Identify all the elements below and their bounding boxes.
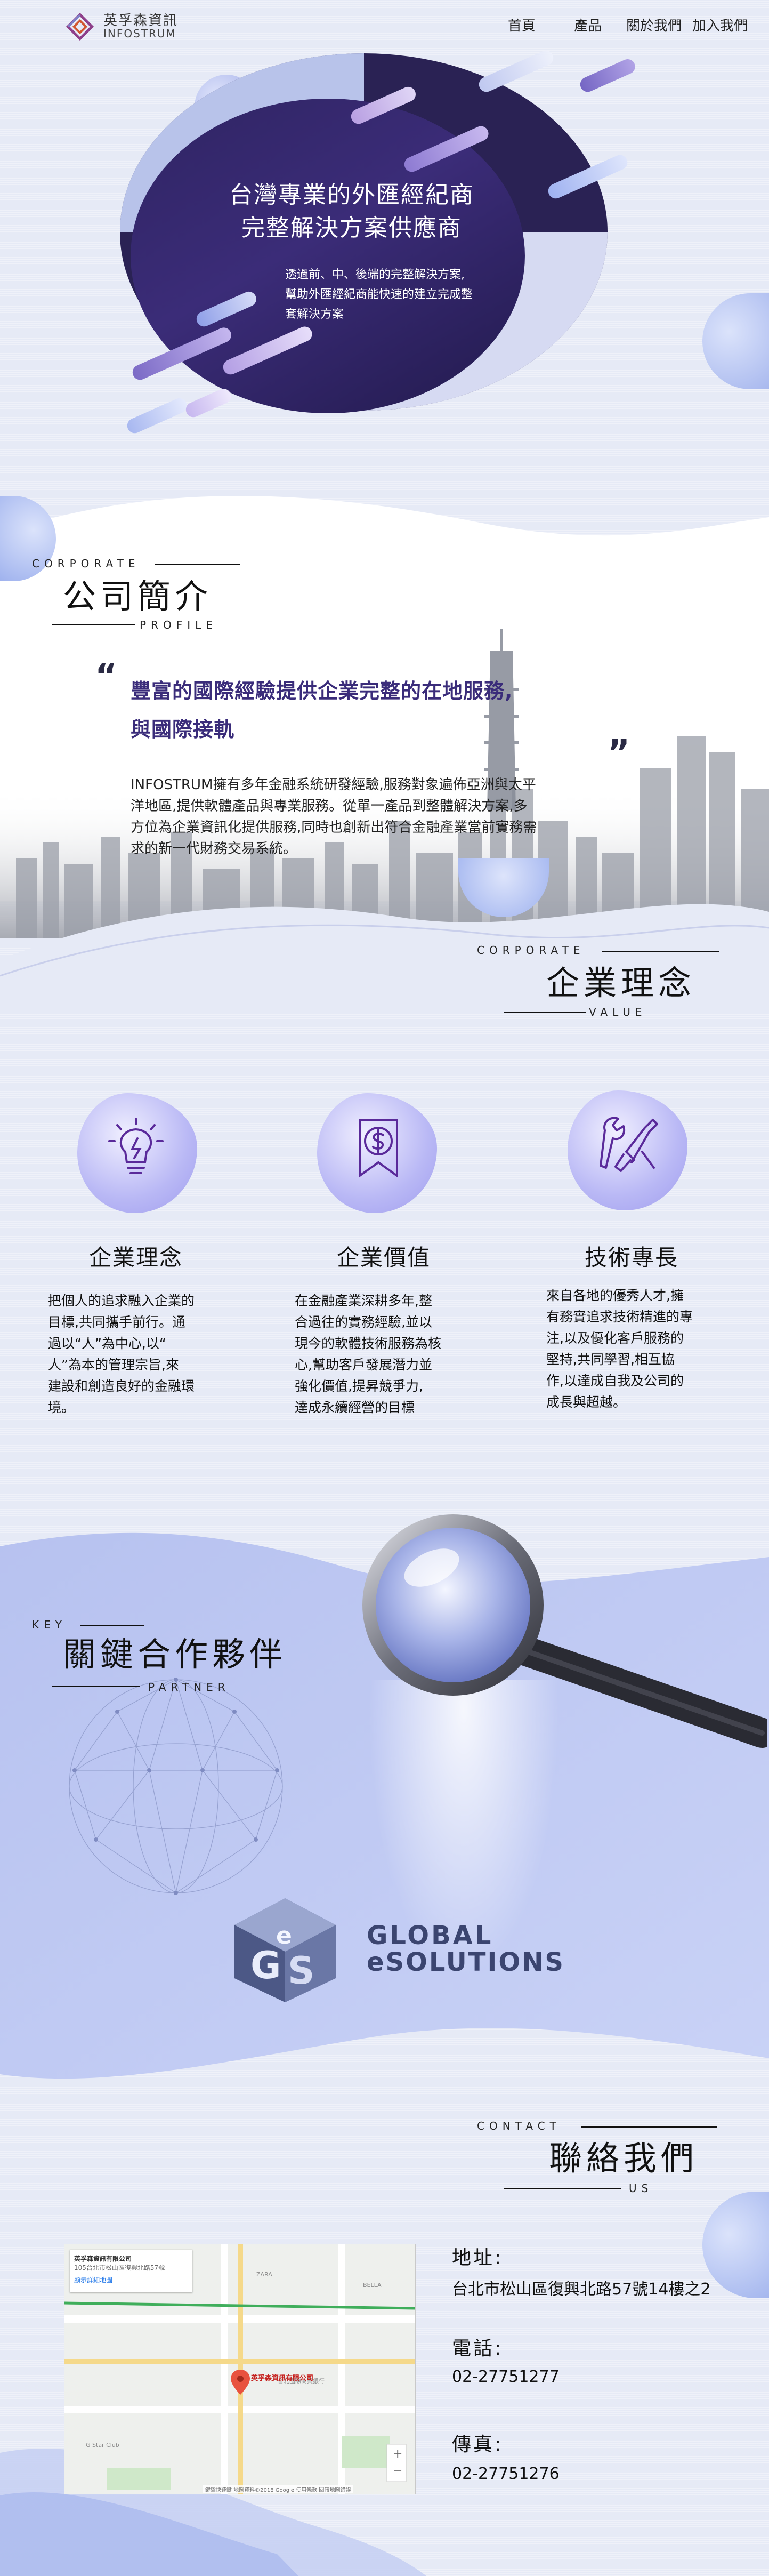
partner-rule	[52, 1686, 140, 1687]
hero-streak	[183, 386, 233, 420]
quote-open: “	[95, 657, 118, 696]
location-map[interactable]: ZARA BELLA 台北國際商業銀行 G Star Club + − 英孚森資…	[64, 2244, 416, 2494]
contact-rule	[504, 2188, 621, 2189]
value-card-title: 技術專長	[584, 1245, 678, 1271]
partner-logo-text-2: eSOLUTIONS	[367, 1947, 565, 1977]
value-card-icon-bg	[317, 1093, 437, 1213]
value-rule	[504, 1012, 586, 1013]
profile-rule	[52, 624, 135, 625]
address-value: 台北市松山區復興北路57號14樓之2	[452, 2280, 711, 2299]
contact-label-top: CONTACT	[477, 2120, 561, 2132]
main-nav: 首頁 產品 關於我們 加入我們	[489, 15, 753, 35]
map-footer: 鍵盤快速鍵 地圖資料©2018 Google 使用條款 回報地圖錯誤	[203, 2485, 353, 2493]
profile-label-top: CORPORATE	[32, 557, 140, 570]
partner-logo-global-esolutions[interactable]: G S e GLOBAL eSOLUTIONS	[229, 1888, 563, 2010]
value-label-top: CORPORATE	[477, 944, 585, 957]
brand-name-en: INFOSTRUM	[103, 27, 176, 41]
profile-rule	[155, 564, 240, 565]
lightbulb-icon	[101, 1114, 171, 1184]
value-rule	[602, 951, 719, 952]
profile-headline: 豐富的國際經驗提供企業完整的在地服務, 與國際接軌	[131, 679, 513, 741]
nav-join[interactable]: 加入我們	[692, 18, 748, 34]
profile-body: INFOSTRUM擁有多年金融系統研發經驗,服務對象遍佈亞洲與太平 洋地區,提供…	[131, 777, 537, 857]
value-card-text: 在金融產業深耕多年,整 合過往的實務經驗,並以 現今的軟體技術服務為核 心,幫助…	[295, 1293, 442, 1415]
network-globe-graphic	[53, 1664, 298, 1909]
hero-title: 台灣專業的外匯經紀商 完整解決方案供應商	[229, 181, 474, 242]
phone-label: 電話:	[452, 2338, 504, 2360]
fax-value: 02-27751276	[452, 2465, 560, 2483]
svg-text:+: +	[393, 2447, 402, 2461]
map-pin-label: 英孚森資訊有限公司	[251, 2374, 314, 2382]
address-label: 地址:	[452, 2247, 504, 2269]
partner-logo-text-1: GLOBAL	[367, 1920, 493, 1951]
svg-text:台北國際商業銀行: 台北國際商業銀行	[278, 2377, 325, 2385]
site-header: 英孚森資訊 INFOSTRUM 首頁 產品 關於我們 加入我們	[0, 0, 769, 53]
svg-text:G: G	[250, 1944, 281, 1987]
profile-title: 公司簡介	[63, 577, 213, 616]
contact-title: 聯絡我們	[549, 2139, 699, 2178]
partner-title: 關鍵合作夥伴	[63, 1635, 287, 1674]
nav-products[interactable]: 產品	[573, 18, 602, 34]
magnifier-icon	[325, 1509, 769, 1786]
value-wave-bg	[0, 904, 769, 1013]
value-title: 企業理念	[546, 964, 696, 1002]
nav-home[interactable]: 首頁	[507, 18, 536, 34]
svg-text:e: e	[276, 1922, 292, 1949]
ges-cube-icon: G S e	[229, 1893, 341, 2005]
svg-text:BELLA: BELLA	[363, 2282, 382, 2289]
profile-label-bottom: PROFILE	[140, 619, 217, 631]
nav-about[interactable]: 關於我們	[626, 18, 682, 34]
logo-diamond-icon	[64, 11, 96, 43]
partner-label-top: KEY	[32, 1618, 67, 1631]
bubble-decoration	[702, 293, 769, 389]
spotlight-beam	[368, 1680, 560, 1978]
value-card-text: 把個人的追求融入企業的 目標,共同攜手前行。通 過以“人”為中心,以“ 人”為本…	[48, 1293, 195, 1415]
bubble-decoration	[702, 2192, 769, 2298]
brand-name-cn: 英孚森資訊	[103, 12, 179, 29]
dollar-badge-icon	[344, 1112, 413, 1186]
map-detail-link[interactable]: 顯示詳細地圖	[74, 2276, 113, 2284]
svg-text:ZARA: ZARA	[256, 2271, 272, 2278]
hero-streak	[578, 57, 638, 94]
hero-streak	[125, 396, 190, 436]
partner-rule	[80, 1625, 144, 1626]
tools-icon	[594, 1109, 663, 1178]
quote-close: ”	[608, 733, 630, 773]
svg-text:−: −	[393, 2465, 402, 2478]
hero-streak	[476, 48, 556, 94]
svg-text:G Star Club: G Star Club	[86, 2442, 119, 2449]
hero-subtitle: 透過前、中、後端的完整解決方案, 幫助外匯經紀商能快速的建立完成整 套解決方案	[285, 268, 473, 321]
fax-label: 傳真:	[452, 2434, 504, 2455]
value-card-text: 來自各地的優秀人才,擁 有務實追求技術精進的專 注,以及優化客戶服務的 堅持,共…	[546, 1288, 693, 1410]
partner-label-bottom: PARTNER	[148, 1681, 230, 1694]
svg-text:S: S	[288, 1949, 314, 1993]
contact-label-bottom: US	[629, 2182, 653, 2195]
map-info-card: 英孚森資訊有限公司 105台北市松山區復興北路57號 顯示詳細地圖	[70, 2250, 192, 2292]
value-card-title: 企業價值	[336, 1245, 431, 1271]
value-card-title: 企業理念	[88, 1245, 183, 1271]
value-label-bottom: VALUE	[589, 1006, 647, 1018]
contact-rule	[581, 2126, 717, 2128]
phone-value[interactable]: 02-27751277	[452, 2368, 560, 2386]
brand-logo[interactable]: 英孚森資訊 INFOSTRUM	[64, 10, 192, 44]
